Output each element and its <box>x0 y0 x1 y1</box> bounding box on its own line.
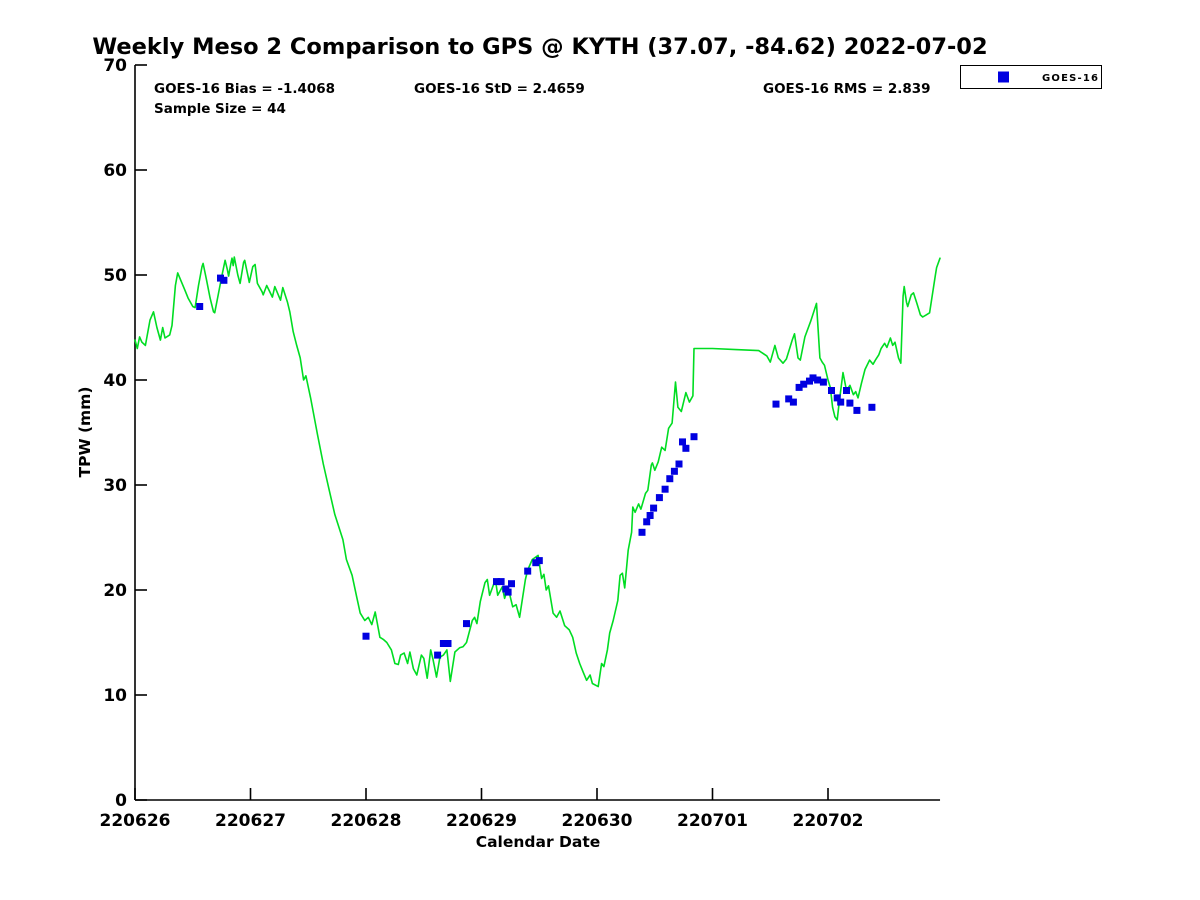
x-tick-label: 220628 <box>331 811 402 831</box>
axes: 0 10 20 30 40 50 60 70 220626 220627 220628 220629 2… <box>100 56 941 831</box>
goes16-marker <box>497 578 505 586</box>
goes16-marker <box>434 651 442 659</box>
y-tick-label: 20 <box>103 581 127 601</box>
data-series <box>134 256 941 688</box>
goes16-marker <box>666 475 674 483</box>
stat-bias: GOES-16 Bias = -1.4068 <box>154 81 335 97</box>
goes16-marker <box>535 557 543 565</box>
goes16-marker <box>843 387 850 394</box>
x-tick-label: 220626 <box>100 811 171 831</box>
y-axis-label: TPW (mm) <box>76 387 94 478</box>
goes16-marker <box>650 504 658 512</box>
goes16-marker <box>682 444 690 452</box>
y-tick-label: 0 <box>115 791 127 811</box>
goes16-marker <box>220 276 228 284</box>
x-axis-label: Calendar Date <box>476 833 601 851</box>
goes16-marker <box>868 403 876 411</box>
goes16-marker <box>362 632 370 640</box>
y-tick-label: 10 <box>103 686 127 706</box>
gps-tpw-line <box>134 256 941 688</box>
goes16-marker <box>789 398 797 406</box>
goes16-marker <box>661 485 669 493</box>
goes16-marker <box>846 399 854 407</box>
goes16-marker <box>655 494 663 502</box>
goes16-marker <box>853 406 861 414</box>
y-tick-label: 60 <box>103 161 127 181</box>
goes16-marker <box>814 376 822 384</box>
stat-sample-size: Sample Size = 44 <box>154 101 286 117</box>
legend-marker-goes16-icon <box>998 71 1009 83</box>
goes16-marker <box>837 398 845 406</box>
goes16-marker <box>675 460 683 468</box>
goes16-marker <box>504 588 512 596</box>
stat-std: GOES-16 StD = 2.4659 <box>414 81 585 97</box>
goes16-marker <box>524 567 532 575</box>
legend-box <box>960 65 1102 89</box>
goes16-marker <box>444 640 452 647</box>
y-tick-label: 70 <box>103 56 127 76</box>
goes16-marker <box>800 380 808 388</box>
y-tick-label: 40 <box>103 371 127 391</box>
goes16-marker <box>833 394 841 402</box>
goes16-marker <box>439 640 447 647</box>
goes16-marker <box>638 528 646 536</box>
goes16-marker <box>819 378 827 386</box>
goes16-marker <box>828 387 835 394</box>
goes16-marker <box>679 438 686 446</box>
chart-title: Weekly Meso 2 Comparison to GPS @ KYTH (… <box>92 34 987 60</box>
goes16-marker <box>785 395 793 403</box>
x-tick-label: 220629 <box>446 811 517 831</box>
y-tick-label: 50 <box>103 266 127 286</box>
goes16-marker <box>690 433 698 441</box>
y-tick-label: 30 <box>103 476 127 496</box>
goes16-marker <box>493 578 500 586</box>
legend-label-goes16: GOES-16 <box>1042 73 1099 84</box>
x-tick-label: 220630 <box>562 811 633 831</box>
goes16-marker <box>643 518 651 526</box>
x-tick-label: 220627 <box>215 811 286 831</box>
legend: GOES-16 <box>960 65 1102 89</box>
goes16-marker <box>795 383 803 391</box>
goes16-markers <box>196 274 876 659</box>
goes16-marker <box>508 580 515 588</box>
goes16-marker <box>463 620 470 628</box>
x-tick-label: 220702 <box>793 811 864 831</box>
stat-rms: GOES-16 RMS = 2.839 <box>763 81 931 97</box>
goes16-marker <box>646 512 654 519</box>
x-tick-label: 220701 <box>677 811 748 831</box>
goes16-marker <box>196 303 204 310</box>
goes16-marker <box>670 467 678 475</box>
goes16-marker <box>772 400 780 408</box>
goes16-marker <box>809 374 817 382</box>
